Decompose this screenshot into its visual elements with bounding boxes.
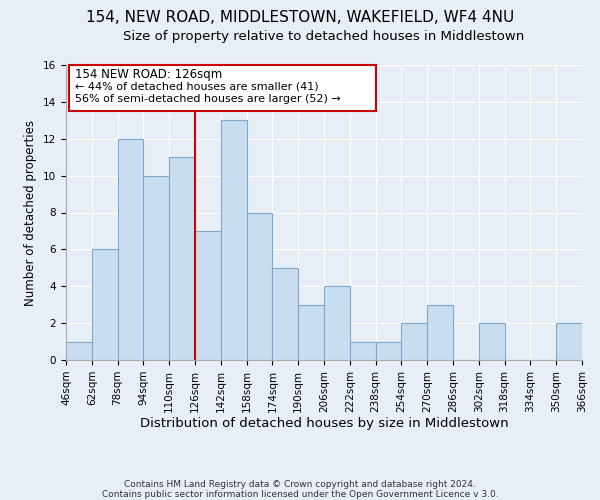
Bar	[350, 342, 376, 360]
Bar	[298, 304, 324, 360]
Text: 154, NEW ROAD, MIDDLESTOWN, WAKEFIELD, WF4 4NU: 154, NEW ROAD, MIDDLESTOWN, WAKEFIELD, W…	[86, 10, 514, 25]
Text: ← 44% of detached houses are smaller (41): ← 44% of detached houses are smaller (41…	[75, 81, 319, 91]
Text: Contains HM Land Registry data © Crown copyright and database right 2024.: Contains HM Land Registry data © Crown c…	[124, 480, 476, 489]
FancyBboxPatch shape	[68, 65, 376, 110]
Title: Size of property relative to detached houses in Middlestown: Size of property relative to detached ho…	[124, 30, 524, 43]
X-axis label: Distribution of detached houses by size in Middlestown: Distribution of detached houses by size …	[140, 418, 508, 430]
Bar	[92, 250, 118, 360]
Text: Contains public sector information licensed under the Open Government Licence v : Contains public sector information licen…	[101, 490, 499, 499]
Bar	[169, 157, 195, 360]
Bar	[221, 120, 247, 360]
Text: 154 NEW ROAD: 126sqm: 154 NEW ROAD: 126sqm	[75, 68, 222, 81]
Bar	[324, 286, 350, 360]
Bar	[376, 342, 401, 360]
Bar	[479, 323, 505, 360]
Bar	[272, 268, 298, 360]
Y-axis label: Number of detached properties: Number of detached properties	[25, 120, 37, 306]
Bar	[195, 231, 221, 360]
Bar	[427, 304, 453, 360]
Text: 56% of semi-detached houses are larger (52) →: 56% of semi-detached houses are larger (…	[75, 94, 341, 104]
Bar	[247, 212, 272, 360]
Bar	[556, 323, 582, 360]
Bar	[66, 342, 92, 360]
Bar	[401, 323, 427, 360]
Bar	[118, 138, 143, 360]
Bar	[143, 176, 169, 360]
